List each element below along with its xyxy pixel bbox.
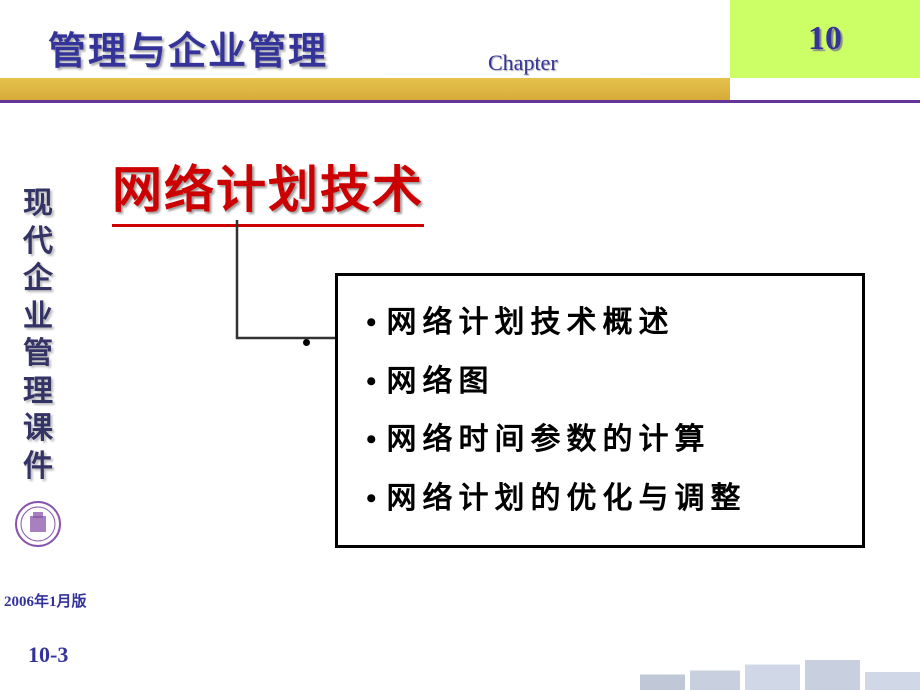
sidebar-char: 课	[18, 410, 58, 448]
slide-header: 管理与企业管理 Chapter 10	[0, 0, 920, 110]
bullet-icon: •	[366, 365, 377, 398]
version-date: 2006年1月版	[4, 590, 87, 611]
header-divider-line	[0, 100, 920, 103]
list-item-text: 网络图	[387, 365, 495, 398]
list-item-text: 网络计划技术概述	[387, 306, 675, 339]
header-white-strip	[730, 78, 920, 102]
sidebar-char: 代	[18, 223, 58, 261]
list-item-text: 网络计划的优化与调整	[387, 482, 747, 515]
list-item: • 网络时间参数的计算	[366, 411, 842, 470]
chapter-label: Chapter	[488, 50, 558, 76]
list-item-text: 网络时间参数的计算	[387, 423, 711, 456]
footer-decoration	[640, 652, 920, 690]
list-item: • 网络图	[366, 353, 842, 412]
list-item: • 网络计划技术概述	[366, 294, 842, 353]
header-title: 管理与企业管理	[48, 20, 328, 75]
page-number: 10-3	[28, 642, 68, 668]
bullet-icon: •	[366, 423, 377, 456]
sidebar-char: 企	[18, 260, 58, 298]
content-list-box: • 网络计划技术概述 • 网络图 • 网络时间参数的计算 • 网络计划的优化与调整	[335, 273, 865, 548]
sidebar-char: 现	[18, 185, 58, 223]
list-item: • 网络计划的优化与调整	[366, 470, 842, 529]
sidebar-char: 管	[18, 335, 58, 373]
header-gold-bar	[0, 78, 730, 102]
sidebar-char: 理	[18, 373, 58, 411]
sidebar-char: 件	[18, 448, 58, 486]
main-title: 网络计划技术	[112, 150, 424, 227]
sidebar-vertical-title: 现 代 企 业 管 理 课 件	[18, 185, 58, 485]
bullet-icon: •	[366, 306, 377, 339]
bullet-icon: •	[366, 482, 377, 515]
chapter-number-box: 10	[730, 0, 920, 78]
chapter-number: 10	[808, 20, 842, 58]
university-seal-icon	[14, 500, 62, 548]
sidebar-char: 业	[18, 298, 58, 336]
connector-dot	[303, 339, 310, 346]
connector-line	[235, 220, 340, 340]
